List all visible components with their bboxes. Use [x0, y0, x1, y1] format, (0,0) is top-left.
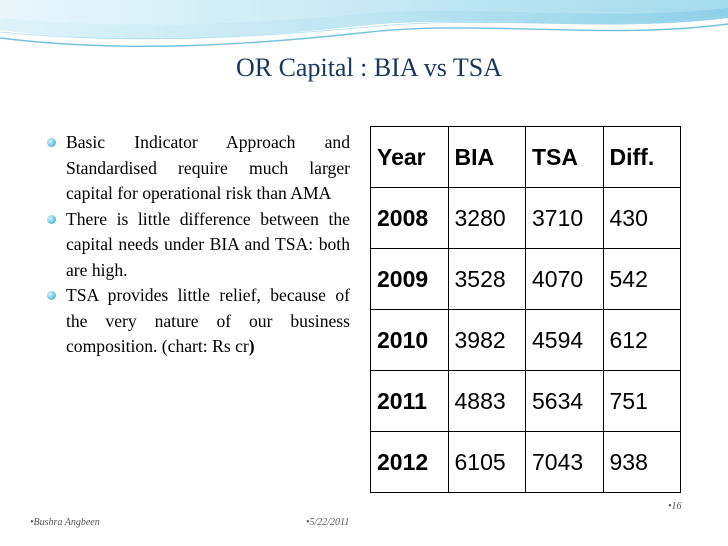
diff-cell: 938 [602, 431, 681, 493]
tsa-cell: 4070 [525, 248, 604, 310]
diff-cell: 612 [602, 309, 681, 371]
column-header: Diff. [602, 126, 681, 188]
bullet-dot-icon [47, 291, 56, 300]
bullet-list: Basic Indicator Approach and Standardise… [46, 130, 350, 360]
tsa-cell: 3710 [525, 187, 604, 249]
year-cell: 2012 [370, 431, 449, 493]
tsa-cell: 5634 [525, 370, 604, 432]
bullet-dot-icon [47, 214, 56, 224]
table-header-row: Year BIA TSA Diff. [370, 126, 681, 188]
bia-cell: 3982 [447, 309, 526, 371]
column-header: Year [370, 126, 449, 188]
bia-cell: 3280 [447, 187, 526, 249]
footer-author: •Bushra Angbeen [30, 517, 100, 528]
column-header: BIA [447, 126, 526, 188]
bia-cell: 3528 [447, 248, 526, 310]
footer-date: •5/22/2011 [306, 517, 350, 528]
bullet-item: TSA provides little relief, because of t… [46, 283, 350, 360]
table-row: 2010 3982 4594 612 [370, 309, 681, 371]
table-row: 2011 4883 5634 751 [370, 370, 681, 432]
table-row: 2012 6105 7043 938 [370, 431, 681, 493]
bia-cell: 6105 [447, 431, 526, 493]
diff-cell: 542 [602, 248, 681, 310]
page-number: •16 [668, 501, 682, 512]
bullet-item: Basic Indicator Approach and Standardise… [46, 130, 350, 207]
year-cell: 2009 [370, 248, 449, 310]
tsa-cell: 4594 [525, 309, 604, 371]
bullet-dot-icon [47, 138, 56, 147]
bia-cell: 4883 [447, 370, 526, 432]
bullet-item: There is little difference between the c… [46, 207, 350, 284]
capital-table: Year BIA TSA Diff. 2008 3280 3710 430 20… [370, 126, 681, 493]
table-row: 2008 3280 3710 430 [370, 187, 681, 249]
column-header: TSA [525, 126, 604, 188]
year-cell: 2008 [370, 187, 449, 249]
diff-cell: 751 [602, 370, 681, 432]
year-cell: 2010 [370, 309, 449, 371]
year-cell: 2011 [370, 370, 449, 432]
tsa-cell: 7043 [525, 431, 604, 493]
table-row: 2009 3528 4070 542 [370, 248, 681, 310]
slide-title: OR Capital : BIA vs TSA [235, 53, 503, 82]
header-wave-decoration [0, 0, 728, 47]
diff-cell: 430 [602, 187, 681, 249]
